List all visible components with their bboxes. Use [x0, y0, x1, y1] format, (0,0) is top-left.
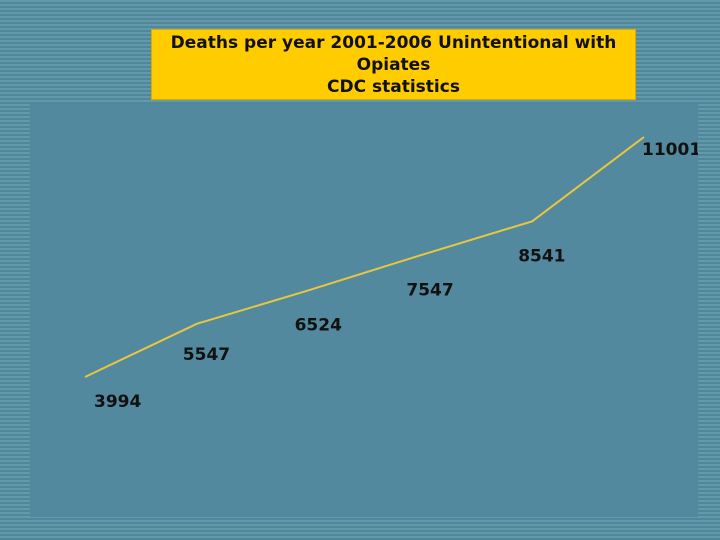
series-line [84, 136, 645, 378]
plot-area: 3994 5547 6524 7547 8541 11001 [30, 104, 698, 517]
chart-title-line-3: CDC statistics [327, 76, 460, 97]
chart-title-box: Deaths per year 2001-2006 Unintentional … [151, 29, 636, 100]
line-chart: 3994 5547 6524 7547 8541 11001 [84, 136, 698, 412]
chart-title-line-1: Deaths per year 2001-2006 Unintentional … [170, 32, 617, 53]
data-label-2005: 8541 [518, 246, 565, 266]
data-label-2006: 11001 [642, 140, 698, 160]
data-label-2002: 5547 [183, 345, 230, 365]
data-label-2004: 7547 [406, 280, 453, 300]
chart-title-line-2: Opiates [356, 54, 431, 75]
data-label-2001: 3994 [94, 392, 141, 412]
data-label-2003: 6524 [295, 315, 342, 335]
